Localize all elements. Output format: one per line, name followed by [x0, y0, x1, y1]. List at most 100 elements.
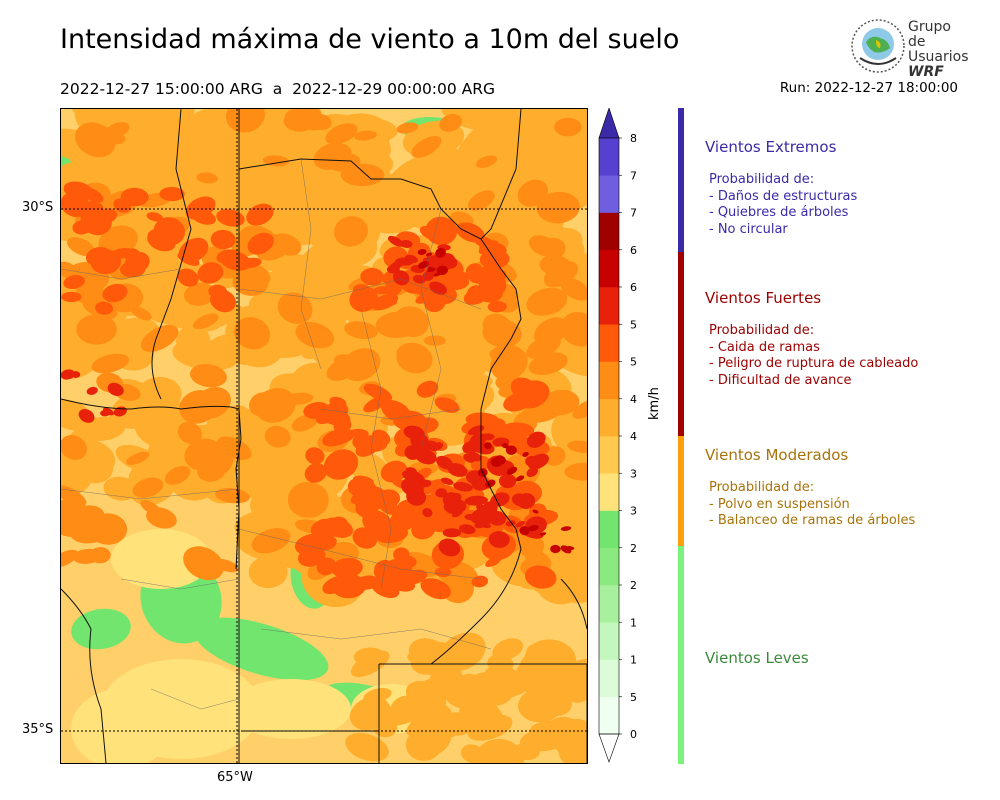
wind-cell — [435, 247, 446, 258]
lat-label-30s: 30°S — [22, 200, 54, 215]
wind-cell — [177, 421, 202, 445]
wind-cell — [107, 382, 124, 396]
wind-cell — [102, 407, 114, 416]
wind-cell — [264, 425, 291, 448]
wind-cell — [61, 435, 87, 460]
wind-cell — [102, 283, 128, 303]
wind-cell — [506, 466, 518, 475]
colorbar-bin — [599, 547, 619, 586]
wind-cell — [550, 544, 561, 554]
wind-cell — [453, 481, 473, 492]
wind-cell — [518, 687, 564, 723]
colorbar-tick-label: 15 — [630, 616, 637, 629]
wind-cell — [480, 433, 495, 441]
wind-speed-map — [60, 108, 588, 764]
wind-cell — [284, 392, 314, 405]
wind-cell — [487, 301, 507, 313]
wind-cell — [262, 155, 290, 167]
wind-cell — [439, 114, 463, 132]
wind-field — [61, 109, 587, 763]
wind-cell — [560, 277, 587, 301]
wind-cell — [124, 251, 150, 274]
wind-cell — [80, 206, 112, 236]
wind-cell — [539, 532, 547, 536]
wind-cell — [61, 369, 76, 380]
colorbar-tick-label: 70 — [630, 207, 637, 220]
wind-cell — [525, 455, 538, 467]
category-title-extremos: Vientos Extremos — [705, 138, 837, 156]
colorbar-tick-label: 35 — [630, 467, 637, 480]
wind-cell — [61, 549, 79, 568]
wind-cell — [473, 738, 525, 763]
category-bar-extremos — [678, 108, 684, 252]
wind-cell — [467, 425, 485, 436]
wind-cell — [467, 671, 514, 707]
wind-cell — [196, 172, 218, 184]
wind-cell — [416, 380, 439, 398]
wind-cell — [76, 314, 117, 345]
wind-cell — [134, 411, 186, 450]
wind-cell — [313, 142, 352, 170]
wind-cell — [393, 306, 429, 338]
wind-cell — [322, 517, 354, 538]
wind-cell — [517, 493, 536, 509]
wind-cell — [435, 488, 448, 498]
colorbar-tick-label: 45 — [630, 393, 637, 406]
colorbar-bin — [599, 287, 619, 325]
wind-cell — [519, 727, 572, 752]
wind-cell — [542, 389, 580, 416]
wind-cell — [536, 191, 580, 224]
wind-cell — [350, 650, 390, 678]
wind-cell — [554, 117, 582, 137]
wind-cell — [412, 274, 426, 284]
wind-cell — [479, 109, 552, 157]
wind-cell — [160, 150, 216, 175]
wind-cell — [363, 383, 393, 402]
wind-cell — [95, 301, 114, 315]
colorbar-bin — [599, 510, 619, 549]
colorbar-tick-label: 75 — [630, 169, 637, 182]
wind-cell — [406, 425, 421, 436]
wind-cell — [277, 292, 313, 324]
wind-cell — [417, 248, 427, 255]
wind-cell — [294, 533, 330, 556]
wind-cell — [63, 181, 94, 201]
wind-cell — [467, 190, 495, 211]
wind-cell — [355, 496, 386, 512]
wind-cell — [259, 165, 318, 205]
wind-cell — [61, 399, 94, 431]
wind-cell — [371, 578, 400, 599]
department-borders — [61, 158, 492, 710]
wind-cell — [526, 467, 539, 478]
wind-cell — [463, 453, 475, 463]
colorbar-tick-label: 20 — [630, 579, 637, 592]
wind-cell — [519, 526, 530, 536]
graticule — [61, 109, 587, 763]
wind-cell — [71, 689, 171, 763]
wind-cell — [298, 552, 325, 565]
colorbar-tick-label: 50 — [630, 356, 637, 369]
wind-cell — [396, 342, 429, 366]
wind-cell — [539, 254, 571, 276]
wind-cell — [387, 235, 404, 247]
wind-cell — [411, 518, 436, 540]
wind-cell — [560, 312, 587, 347]
wind-cell — [532, 121, 587, 167]
wind-cell — [526, 431, 546, 448]
wind-cell — [177, 268, 199, 287]
wind-cell — [377, 296, 398, 306]
wind-cell — [411, 136, 442, 158]
wind-cell — [304, 463, 327, 483]
wind-cell — [488, 531, 510, 548]
wind-cell — [184, 438, 223, 471]
wind-cell — [146, 212, 163, 222]
wind-cell — [184, 282, 216, 306]
wind-cell — [373, 717, 398, 738]
colorbar-bin — [599, 398, 619, 437]
wind-cell — [567, 440, 587, 454]
wind-cell — [159, 187, 185, 202]
category-title-moderados: Vientos Moderados — [705, 446, 849, 464]
wind-cell — [78, 409, 95, 423]
colorbar-tick-label: 65 — [630, 244, 637, 257]
wind-cell — [396, 555, 417, 568]
